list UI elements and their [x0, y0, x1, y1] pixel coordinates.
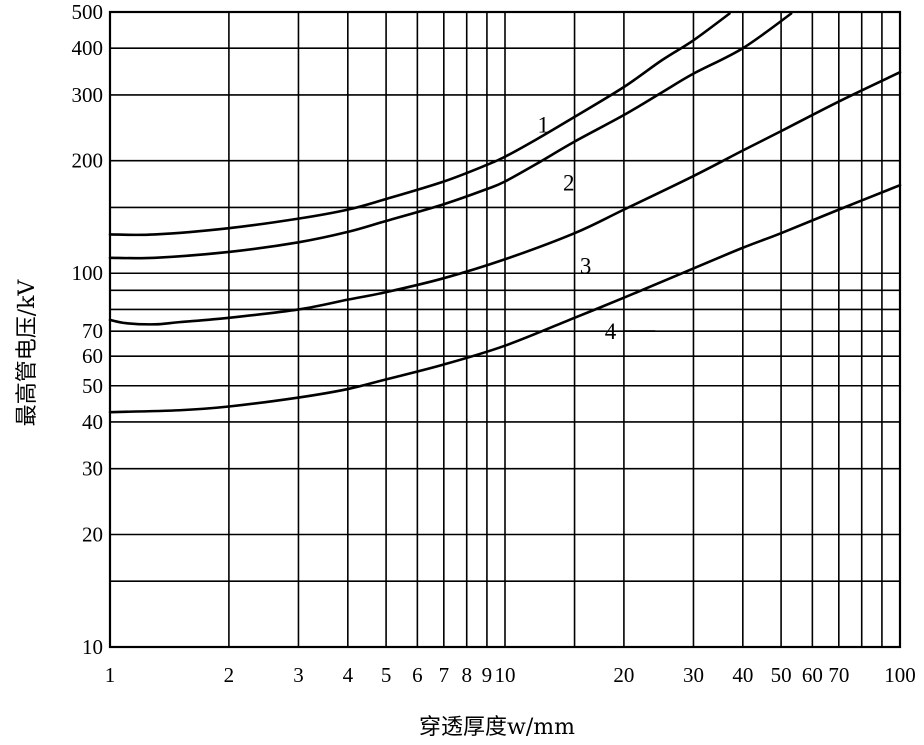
series-curve-1 [108, 12, 731, 237]
series-curve-3 [108, 70, 902, 326]
x-tick-label: 70 [828, 663, 849, 687]
x-tick-label: 1 [105, 663, 116, 687]
x-tick-label: 60 [802, 663, 823, 687]
y-tick-label: 400 [72, 36, 104, 60]
tick-layer: 1 2 3 4 5 6 7 8 9 10 20 30 40 50 60 70 10010203040506070… [72, 0, 916, 687]
y-tick-label: 100 [72, 261, 104, 285]
y-axis-title: 最高管电压/kV [15, 279, 40, 427]
y-tick-label: 200 [72, 149, 104, 173]
series-curve-2 [108, 12, 793, 260]
x-tick-label: 30 [683, 663, 704, 687]
y-tick-label: 10 [82, 635, 103, 659]
x-tick-label: 10 [495, 663, 516, 687]
curve-label-4: 4 [605, 319, 617, 344]
x-tick-label: 3 [293, 663, 304, 687]
y-tick-label: 500 [72, 0, 104, 24]
curve-layer [108, 12, 902, 414]
y-tick-label: 30 [82, 457, 103, 481]
y-tick-label: 20 [82, 522, 103, 546]
x-tick-label: 7 [439, 663, 450, 687]
y-tick-label: 300 [72, 83, 104, 107]
x-axis-title: 穿透厚度w/mm [419, 715, 575, 740]
x-tick-label: 6 [412, 663, 423, 687]
x-tick-label: 50 [771, 663, 792, 687]
x-tick-label: 5 [381, 663, 392, 687]
x-tick-label: 8 [461, 663, 472, 687]
x-tick-label: 9 [482, 663, 493, 687]
curve-label-layer: 1 2 3 4 [538, 113, 656, 344]
series-curve-4 [108, 183, 902, 414]
grid-layer [108, 10, 902, 649]
plot-frame [108, 10, 902, 649]
y-tick-label: 50 [82, 374, 103, 398]
y-tick-label: 70 [82, 319, 103, 343]
x-tick-label: 40 [732, 663, 753, 687]
x-tick-label: 20 [613, 663, 634, 687]
y-tick-label: 60 [82, 344, 103, 368]
curve-label-2: 2 [563, 170, 575, 195]
curve-label-3: 3 [580, 253, 592, 278]
x-tick-label: 2 [224, 663, 235, 687]
x-tick-label: 100 [884, 663, 916, 687]
x-tick-label: 4 [343, 663, 354, 687]
y-tick-label: 40 [82, 410, 103, 434]
curve-label-1: 1 [538, 113, 550, 138]
